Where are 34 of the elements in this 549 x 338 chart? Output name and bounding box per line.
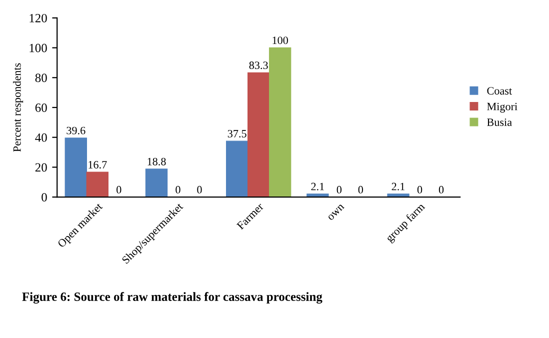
y-tick-label: 0 — [42, 193, 47, 202]
data-label: 0 — [358, 186, 364, 194]
data-label: 0 — [438, 186, 444, 194]
y-tick-label: 80 — [35, 74, 47, 82]
caption: Figure 6: Source of raw materials for cassava processing — [22, 292, 322, 304]
legend-label: Coast — [487, 87, 512, 95]
y-tick-label: 40 — [35, 133, 47, 142]
y-tick-label: 100 — [30, 44, 47, 52]
data-label: 39.6 — [66, 126, 86, 134]
data-label: 0 — [336, 186, 342, 194]
data-label: 0 — [417, 186, 422, 194]
legend-label: Busia — [487, 118, 512, 126]
data-label: 100 — [272, 36, 288, 44]
data-label: 37.5 — [228, 130, 246, 138]
y-tick-label: 120 — [30, 14, 47, 22]
data-label: 83.3 — [249, 62, 268, 70]
data-label: 0 — [176, 186, 180, 194]
data-label: 16.7 — [88, 161, 107, 169]
bar — [145, 168, 168, 198]
x-tick-label: own — [328, 204, 345, 221]
data-label: 0 — [197, 186, 202, 194]
legend-label: Migori — [487, 102, 518, 113]
bar — [268, 47, 292, 198]
bar — [86, 172, 108, 198]
data-label: 2.1 — [392, 182, 405, 190]
bar — [247, 72, 270, 198]
bar — [64, 138, 87, 198]
data-label: 2.1 — [311, 182, 324, 190]
y-tick-label: 60 — [35, 104, 47, 112]
data-label: 18.8 — [148, 158, 166, 166]
y-axis-title: Percent respondents — [12, 63, 24, 152]
bar — [226, 140, 248, 198]
y-tick-label: 20 — [35, 163, 47, 172]
data-label: 0 — [116, 186, 122, 194]
